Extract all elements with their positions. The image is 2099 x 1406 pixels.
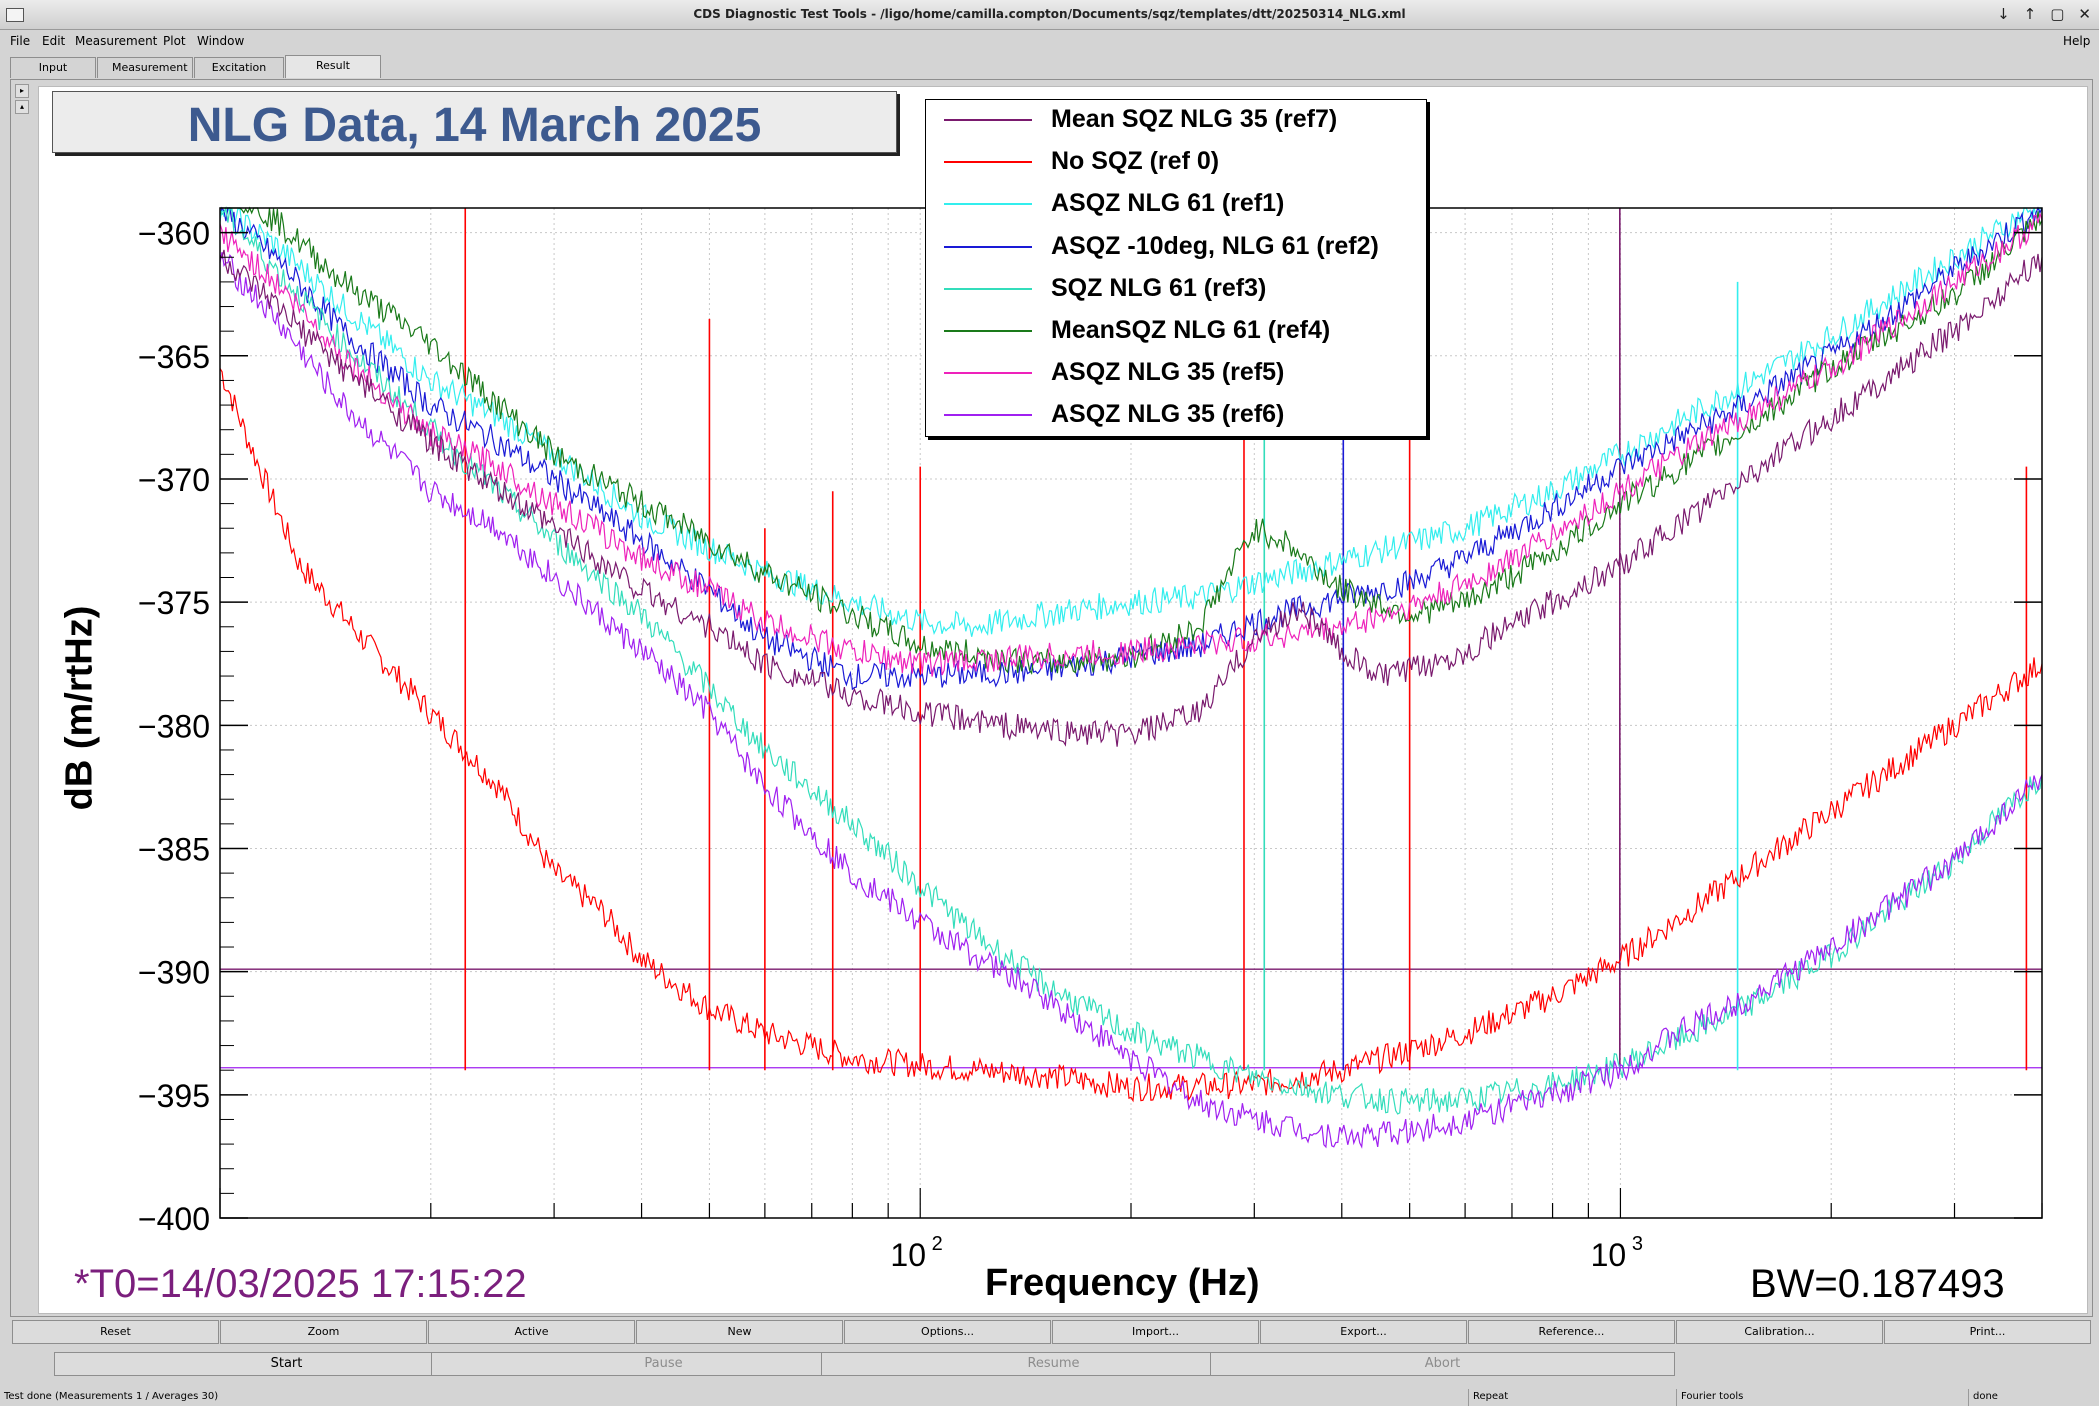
export-button[interactable]: Export...	[1260, 1320, 1467, 1344]
legend-swatch	[944, 203, 1032, 206]
series-line	[219, 206, 2043, 691]
legend-entry[interactable]: Mean SQZ NLG 35 (ref7)	[926, 100, 1426, 140]
y-tick-label: −395	[138, 1078, 210, 1114]
pause-button[interactable]: Pause	[431, 1352, 896, 1376]
y-tick-label: −375	[138, 585, 210, 621]
y-tick-label: −385	[138, 831, 210, 867]
y-axis-label: dB (m/rtHz)	[58, 605, 101, 811]
x-tick-label: 10	[1591, 1237, 1627, 1273]
tab-result[interactable]: Result	[285, 55, 381, 78]
abort-button[interactable]: Abort	[1210, 1352, 1675, 1376]
legend-swatch	[944, 330, 1032, 332]
legend-label: ASQZ NLG 35 (ref5)	[1051, 358, 1285, 387]
series-line	[219, 205, 2043, 1115]
y-axis-ticks: −360 −365 −370 −375 −380 −385 −390 −395 −400	[138, 207, 2042, 1237]
series-line	[219, 213, 2043, 677]
y-tick-label: −400	[138, 1201, 210, 1237]
active-button[interactable]: Active	[428, 1320, 635, 1344]
pad-scroll-controls: ▸ ▴	[15, 84, 29, 116]
menu-file[interactable]: File	[10, 34, 31, 48]
legend-entry[interactable]: ASQZ NLG 61 (ref1)	[926, 184, 1426, 224]
minimize-icon[interactable]: ↓	[1997, 5, 2010, 23]
y-tick-label: −380	[138, 708, 210, 744]
window-title: CDS Diagnostic Test Tools - /ligo/home/c…	[693, 7, 1406, 21]
restore-icon[interactable]: ▢	[2050, 5, 2065, 23]
resume-button[interactable]: Resume	[821, 1352, 1286, 1376]
zoom-button[interactable]: Zoom	[220, 1320, 427, 1344]
plot-title-box: NLG Data, 14 March 2025	[52, 91, 897, 153]
legend-entry[interactable]: ASQZ -10deg, NLG 61 (ref2)	[926, 227, 1426, 267]
series-line	[219, 207, 2042, 637]
plot-title: NLG Data, 14 March 2025	[187, 99, 762, 152]
legend-swatch	[944, 119, 1032, 121]
legend-swatch	[944, 414, 1032, 417]
legend-entry[interactable]: ASQZ NLG 35 (ref6)	[926, 395, 1426, 435]
expand-up-icon[interactable]: ▴	[15, 100, 29, 114]
tab-input[interactable]: Input	[10, 57, 96, 78]
window-controls: ↓ ↑ ▢ ✕	[1997, 5, 2091, 23]
new-button[interactable]: New	[636, 1320, 843, 1344]
menu-measurement[interactable]: Measurement	[75, 34, 158, 48]
legend-label: No SQZ (ref 0)	[1051, 147, 1220, 176]
options-button[interactable]: Options...	[844, 1320, 1051, 1344]
y-tick-label: −370	[138, 462, 210, 498]
menu-help[interactable]: Help	[2063, 34, 2091, 48]
t0-timestamp: *T0=14/03/2025 17:15:22	[74, 1262, 527, 1306]
legend-entry[interactable]: SQZ NLG 61 (ref3)	[926, 269, 1426, 309]
menu-edit[interactable]: Edit	[42, 34, 66, 48]
x-tick-exponent: 3	[1632, 1233, 1643, 1255]
legend-swatch	[944, 245, 1032, 248]
series-line	[219, 252, 2043, 1149]
legend-label: Mean SQZ NLG 35 (ref7)	[1051, 105, 1338, 133]
legend-swatch	[944, 287, 1032, 290]
status-bar: Test done (Measurements 1 / Averages 30)…	[0, 1389, 2099, 1406]
import-button[interactable]: Import...	[1052, 1320, 1259, 1344]
status-state: done	[1968, 1389, 2099, 1406]
plot-legend[interactable]: Mean SQZ NLG 35 (ref7) No SQZ (ref 0) ASQZ…	[925, 99, 1427, 437]
x-tick-exponent: 2	[932, 1233, 943, 1255]
run-control-row: Start Pause Resume Abort	[12, 1352, 2092, 1378]
plot-series	[219, 205, 2043, 1149]
reset-button[interactable]: Reset	[12, 1320, 219, 1344]
x-axis-ticks: 10 2 10 3	[219, 1188, 2043, 1273]
tab-bar: Input Measurement Excitation Result	[10, 55, 382, 79]
x-tick-label: 10	[890, 1237, 926, 1273]
legend-label: ASQZ -10deg, NLG 61 (ref2)	[1051, 231, 1379, 260]
legend-label: SQZ NLG 61 (ref3)	[1051, 273, 1267, 302]
y-tick-label: −365	[138, 339, 210, 375]
series-line	[219, 249, 2043, 747]
app-icon	[6, 8, 24, 22]
x-axis-label: Frequency (Hz)	[985, 1262, 1260, 1304]
print-button[interactable]: Print...	[1884, 1320, 2091, 1344]
legend-swatch	[944, 161, 1032, 164]
legend-label: ASQZ NLG 35 (ref6)	[1051, 400, 1285, 429]
window-titlebar[interactable]: CDS Diagnostic Test Tools - /ligo/home/c…	[0, 0, 2099, 30]
legend-label: ASQZ NLG 61 (ref1)	[1051, 189, 1285, 218]
calibration-button[interactable]: Calibration...	[1676, 1320, 1883, 1344]
legend-label: MeanSQZ NLG 61 (ref4)	[1051, 316, 1331, 344]
menu-bar: File Edit Measurement Plot Window Help	[0, 31, 2099, 53]
legend-entry[interactable]: MeanSQZ NLG 61 (ref4)	[926, 311, 1426, 351]
legend-entry[interactable]: ASQZ NLG 35 (ref5)	[926, 353, 1426, 393]
legend-entry[interactable]: No SQZ (ref 0)	[926, 142, 1426, 182]
tab-excitation[interactable]: Excitation	[194, 57, 284, 78]
y-tick-label: −390	[138, 955, 210, 991]
plot-button-row: Reset Zoom Active New Options... Import.…	[12, 1320, 2092, 1344]
status-message: Test done (Measurements 1 / Averages 30)	[4, 1391, 219, 1402]
series-line	[219, 368, 2043, 1103]
expand-right-icon[interactable]: ▸	[15, 84, 29, 98]
menu-plot[interactable]: Plot	[163, 34, 186, 48]
bandwidth-label: BW=0.187493	[1750, 1262, 2005, 1306]
maximize-icon[interactable]: ↑	[2023, 5, 2037, 23]
menu-window[interactable]: Window	[197, 34, 245, 48]
reference-button[interactable]: Reference...	[1468, 1320, 1675, 1344]
status-tools: Fourier tools	[1676, 1389, 1968, 1406]
close-icon[interactable]: ✕	[2078, 5, 2091, 23]
tab-measurement[interactable]: Measurement	[97, 57, 193, 78]
status-repeat: Repeat	[1468, 1389, 1676, 1406]
legend-swatch	[944, 372, 1032, 375]
y-tick-label: −360	[138, 216, 210, 252]
